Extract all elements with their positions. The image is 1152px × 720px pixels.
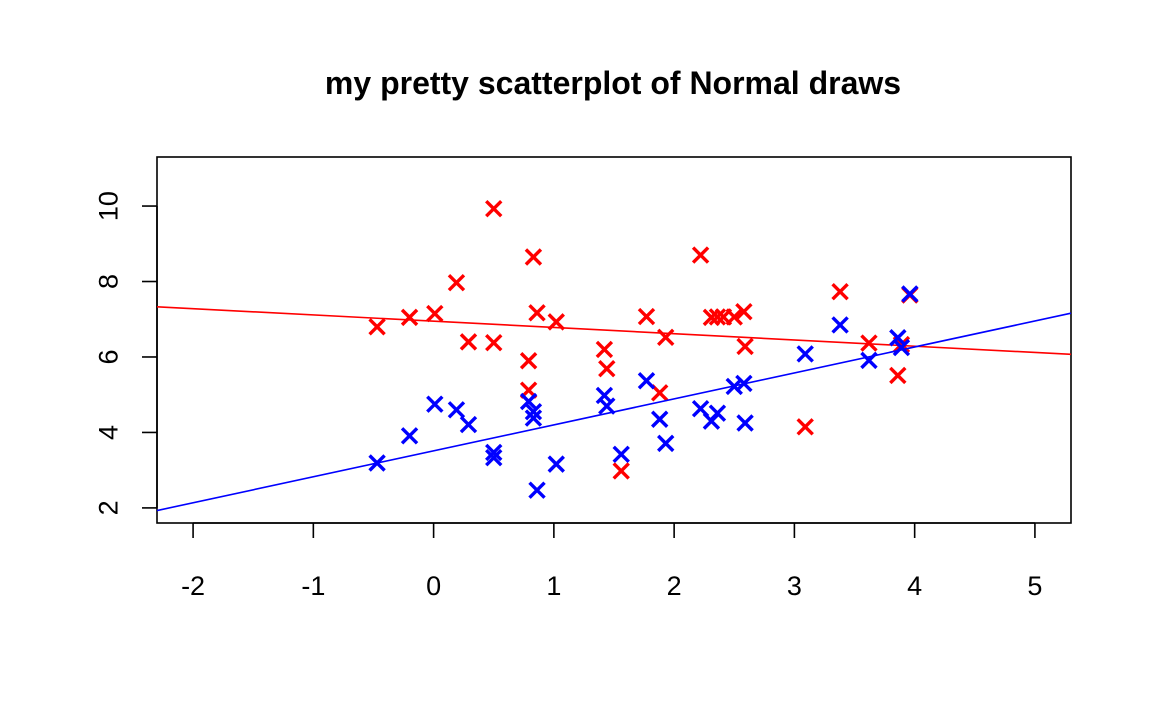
- data-point: [547, 455, 565, 473]
- data-point: [524, 402, 543, 421]
- x-tick-label: 5: [1027, 571, 1042, 601]
- data-point: [650, 384, 669, 402]
- data-point: [637, 372, 656, 390]
- y-tick-label: 8: [94, 274, 124, 289]
- x-tick-label: 2: [667, 571, 682, 601]
- data-point: [400, 427, 419, 445]
- series-2: [156, 285, 1072, 512]
- data-point: [485, 443, 503, 462]
- x-tick-label: 4: [907, 571, 922, 601]
- data-point: [447, 273, 466, 292]
- x-tick-label: 3: [787, 571, 802, 601]
- data-point: [889, 329, 907, 347]
- data-point: [736, 337, 754, 356]
- data-point: [524, 409, 543, 427]
- data-point: [524, 248, 543, 266]
- x-tick-label: -2: [181, 571, 205, 601]
- data-point: [831, 283, 849, 301]
- data-point: [400, 308, 419, 327]
- x-axis: -2 -1 0 1 2 3 4 5: [181, 522, 1042, 601]
- plot-area: [156, 199, 1072, 512]
- data-point: [595, 340, 614, 359]
- data-point: [485, 333, 503, 352]
- y-tick-label: 6: [94, 349, 124, 364]
- data-point: [796, 418, 814, 436]
- data-point: [637, 307, 656, 326]
- data-point: [901, 285, 919, 303]
- data-point: [528, 304, 546, 322]
- data-point: [426, 395, 444, 413]
- data-point: [612, 462, 630, 480]
- plot-frame: [156, 156, 1072, 524]
- data-point: [598, 397, 616, 415]
- data-point: [860, 334, 878, 352]
- x-tick-label: 0: [426, 571, 441, 601]
- data-point: [426, 304, 444, 323]
- data-point: [528, 481, 546, 499]
- data-point: [691, 246, 710, 264]
- x-tick-label: 1: [546, 571, 561, 601]
- data-point: [657, 328, 675, 347]
- data-point: [368, 318, 386, 336]
- y-tick-label: 10: [94, 191, 124, 221]
- data-point: [650, 410, 669, 428]
- data-point: [889, 366, 907, 385]
- data-point: [725, 308, 743, 326]
- data-point: [459, 333, 478, 351]
- data-point: [519, 352, 538, 370]
- data-point: [736, 414, 754, 432]
- y-tick-label: 4: [94, 425, 124, 440]
- data-point: [892, 338, 911, 357]
- y-tick-label: 2: [94, 500, 124, 515]
- data-point: [796, 345, 814, 363]
- data-point: [831, 316, 849, 334]
- data-point: [485, 449, 503, 467]
- data-point: [485, 199, 503, 218]
- trend-line: [156, 312, 1072, 512]
- data-point: [708, 404, 727, 422]
- data-point: [519, 392, 538, 411]
- data-point: [459, 415, 478, 434]
- data-point: [612, 445, 630, 464]
- data-point: [735, 302, 753, 321]
- data-point: [708, 308, 727, 326]
- trend-line: [156, 305, 1072, 356]
- data-point: [598, 359, 616, 378]
- y-axis: 2 4 6 8 10: [94, 191, 158, 515]
- series-1: [156, 199, 1072, 480]
- data-point: [657, 434, 675, 453]
- x-tick-label: -1: [301, 571, 325, 601]
- data-point: [447, 401, 466, 419]
- chart-title: my pretty scatterplot of Normal draws: [325, 65, 901, 101]
